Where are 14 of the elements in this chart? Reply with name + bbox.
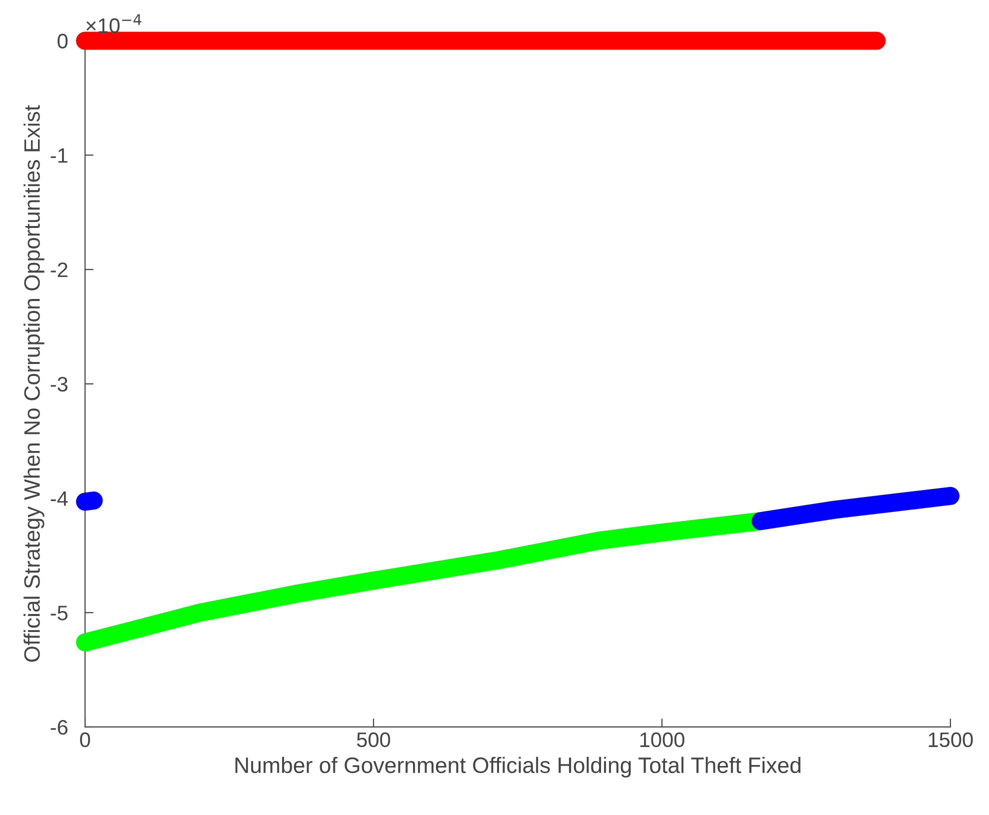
- y-tick-label: -3: [50, 376, 68, 392]
- y-tick-label: -5: [50, 606, 68, 620]
- x-tick-label: 1500: [928, 732, 973, 748]
- x-tick-label: 0: [80, 732, 90, 748]
- x-tick-label: 500: [356, 732, 390, 748]
- y-axis-title: Official Strategy When No Corruption Opportunities Exist: [24, 105, 44, 662]
- text: ×10$^{−4}$: [86, 14, 142, 34]
- y-tick-label: -6: [50, 720, 68, 735]
- x-tick-label: 1000: [640, 732, 684, 748]
- y-tick-label: -1: [50, 148, 68, 163]
- y-tick-label: 0: [58, 34, 68, 49]
- y-tick-label: -4: [50, 491, 68, 506]
- x-axis-title: Number of Government Officials Holding Total Theft Fixed: [235, 756, 800, 778]
- y-tick-label: -2: [50, 262, 68, 278]
